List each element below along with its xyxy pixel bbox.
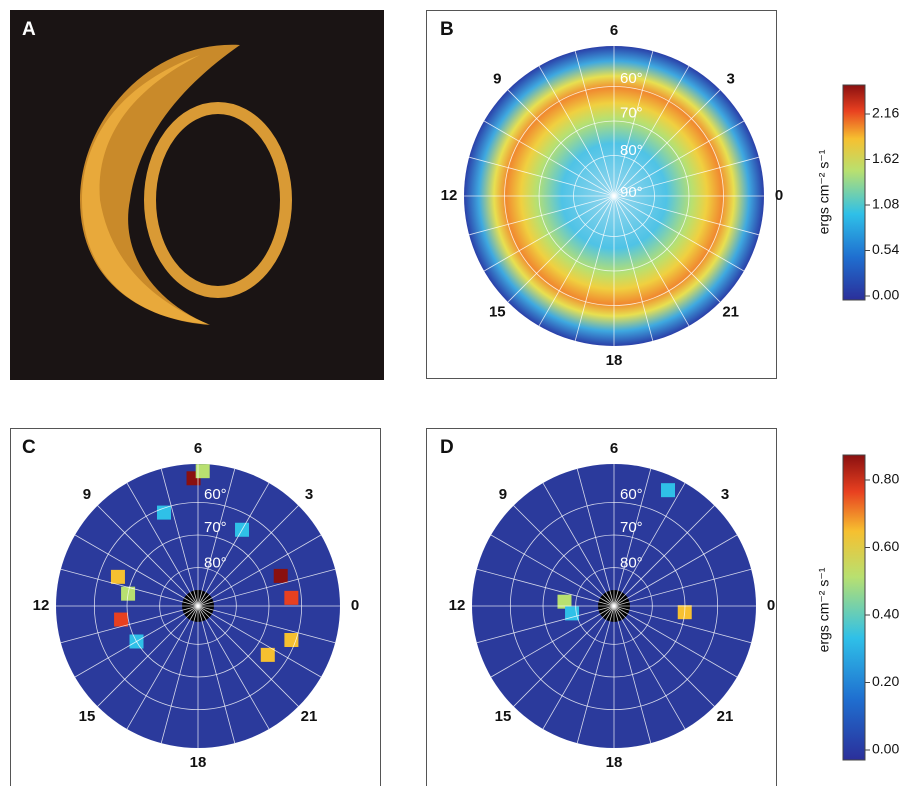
hour-label: 6 — [194, 440, 202, 457]
flux-cell — [111, 570, 125, 584]
flux-cell — [114, 613, 128, 627]
panel-label: D — [440, 437, 454, 458]
hour-label: 21 — [301, 708, 318, 725]
hour-label: 9 — [493, 70, 501, 87]
latitude-label: 60° — [620, 486, 643, 503]
hour-label: 6 — [610, 22, 618, 39]
latitude-label: 80° — [620, 142, 643, 159]
latitude-label: 60° — [204, 486, 227, 503]
colorbar-tick-label: 0.00 — [872, 741, 899, 757]
colorbar-tick-label: 0.40 — [872, 606, 899, 622]
colorbar-label: ergs cm⁻² s⁻¹ — [816, 149, 832, 234]
hour-label: 18 — [190, 754, 207, 771]
hour-label: 3 — [727, 70, 735, 87]
figure: A B C D 6 3 0 21 18 15 12 9 60° 70° 80° 90° 6 3 0 21 18 15 12 9… — [0, 0, 903, 786]
hour-label: 15 — [79, 708, 96, 725]
latitude-label: 70° — [204, 519, 227, 536]
panel-label: A — [22, 19, 36, 40]
hour-label: 3 — [721, 486, 729, 503]
colorbar — [843, 85, 865, 300]
hour-label: 6 — [610, 440, 618, 457]
hour-label: 0 — [775, 187, 783, 204]
latitude-label: 90° — [620, 184, 643, 201]
latitude-label: 70° — [620, 104, 643, 121]
hour-label: 15 — [489, 304, 506, 321]
flux-cell — [661, 483, 675, 497]
hour-label: 3 — [305, 486, 313, 503]
colorbar-tick-label: 2.16 — [872, 105, 899, 121]
flux-cell — [284, 591, 298, 605]
colorbar-tick-label: 0.60 — [872, 538, 899, 554]
panel-label: C — [22, 437, 36, 458]
latitude-label: 60° — [620, 70, 643, 87]
hour-label: 12 — [33, 597, 50, 614]
colorbar-tick-label: 1.62 — [872, 150, 899, 166]
hour-label: 18 — [606, 754, 623, 771]
hour-label: 12 — [441, 187, 458, 204]
hour-label: 9 — [83, 486, 91, 503]
latitude-label: 70° — [620, 519, 643, 536]
colorbar-tick-label: 0.20 — [872, 673, 899, 689]
panel-label: B — [440, 19, 454, 40]
colorbar — [843, 455, 865, 760]
hour-label: 21 — [722, 304, 739, 321]
hour-label: 21 — [717, 708, 734, 725]
colorbar-tick-label: 0.00 — [872, 287, 899, 303]
colorbar-tick-label: 0.80 — [872, 471, 899, 487]
hour-label: 0 — [351, 597, 359, 614]
latitude-label: 80° — [204, 554, 227, 571]
latitude-label: 80° — [620, 554, 643, 571]
hour-label: 0 — [767, 597, 775, 614]
flux-cell — [274, 569, 288, 583]
hour-label: 9 — [499, 486, 507, 503]
flux-cell — [261, 648, 275, 662]
hour-label: 18 — [606, 352, 623, 369]
colorbar-tick-label: 0.54 — [872, 241, 899, 257]
hour-label: 12 — [449, 597, 466, 614]
colorbar-tick-label: 1.08 — [872, 196, 899, 212]
hour-label: 15 — [495, 708, 512, 725]
colorbar-label: ergs cm⁻² s⁻¹ — [816, 567, 832, 652]
